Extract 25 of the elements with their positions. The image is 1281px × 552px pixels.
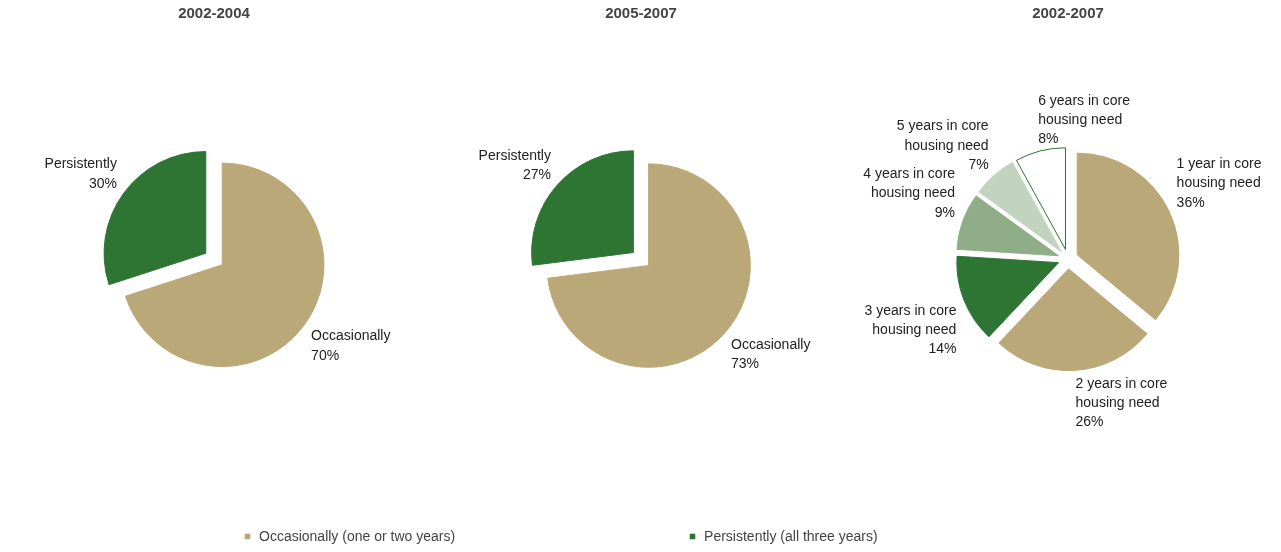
slice-label: Persistently xyxy=(478,146,551,163)
data-label: 36% xyxy=(1176,193,1205,210)
chart-title: 2002-2007 xyxy=(1032,3,1104,21)
data-label: 9% xyxy=(934,203,956,220)
slice-label: 4 years in core housing need xyxy=(863,165,956,201)
data-label: 73% xyxy=(731,355,760,372)
data-label: 7% xyxy=(968,155,989,172)
legend-label: Persistently (all three years) xyxy=(704,528,878,544)
data-label: 30% xyxy=(88,174,117,191)
data-label: 70% xyxy=(311,346,340,363)
slice-label: Occasionally xyxy=(311,327,391,344)
slice-label: Occasionally xyxy=(731,335,811,352)
slice-label: 5 years in core housing need xyxy=(896,117,989,153)
slice-label: 3 years in core housing need xyxy=(864,301,957,338)
slice-label: 2 years in core housing need xyxy=(1075,375,1168,411)
slice-label: 1 year in core housing need xyxy=(1176,155,1262,191)
slice-label: 6 years in core housing need xyxy=(1038,91,1131,128)
data-label: 8% xyxy=(1038,130,1059,147)
data-label: 26% xyxy=(1075,413,1104,430)
data-label: 27% xyxy=(522,166,551,183)
legend-label: Occasionally (one or two years) xyxy=(259,528,456,544)
chart-title: 2002-2004 xyxy=(178,3,251,21)
slice-label: Persistently xyxy=(44,155,117,172)
chart-title: 2005-2007 xyxy=(605,3,677,21)
data-label: 14% xyxy=(928,340,957,357)
